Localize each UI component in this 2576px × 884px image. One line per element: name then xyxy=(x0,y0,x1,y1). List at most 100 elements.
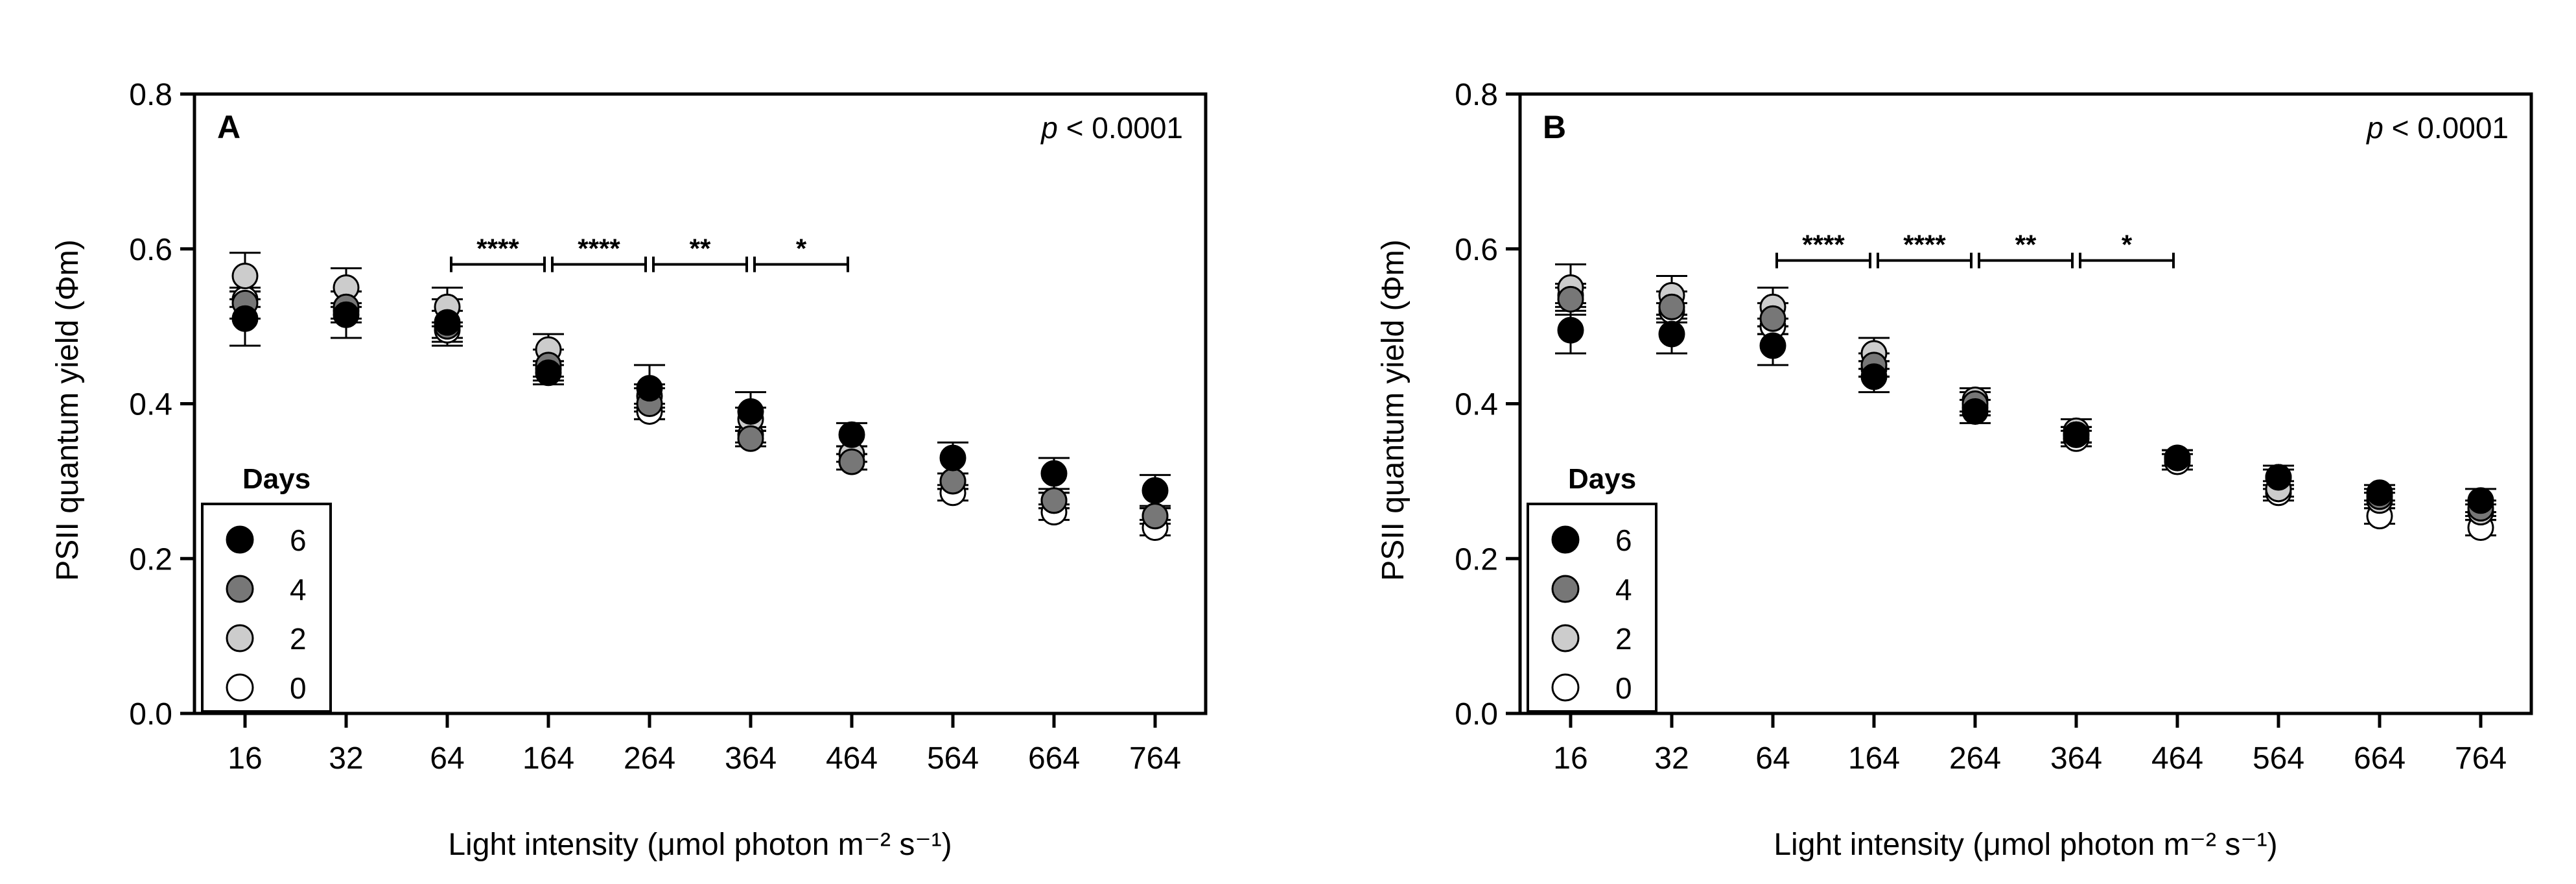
p-value-symbol: p xyxy=(1040,111,1058,145)
y-tick-label: 0.6 xyxy=(129,233,172,267)
significance-stars: **** xyxy=(1802,230,1845,260)
panel-letter: B xyxy=(1543,109,1566,145)
data-point-day-4 xyxy=(737,425,764,452)
data-point-day-6 xyxy=(1860,363,1888,390)
legend-marker-day-6 xyxy=(1551,525,1580,554)
data-point-day-6 xyxy=(939,444,966,472)
x-tick-label: 164 xyxy=(1848,741,1900,776)
y-tick-label: 0.0 xyxy=(129,697,172,732)
x-tick-label: 764 xyxy=(1129,741,1181,776)
x-tick-label: 464 xyxy=(2151,741,2203,776)
x-tick-label: 764 xyxy=(2455,741,2507,776)
legend-label: 0 xyxy=(290,671,307,705)
y-tick-label: 0.4 xyxy=(129,388,172,422)
legend-box xyxy=(1527,503,1657,713)
legend-label: 2 xyxy=(1615,622,1632,656)
x-tick-label: 16 xyxy=(228,741,262,776)
x-tick-label: 32 xyxy=(1654,741,1689,776)
data-point-day-4 xyxy=(838,448,865,475)
data-point-day-6 xyxy=(838,421,865,448)
data-point-day-6 xyxy=(1961,398,1989,425)
legend-label: 6 xyxy=(1615,523,1632,557)
data-point-day-6 xyxy=(636,375,663,402)
data-point-day-6 xyxy=(2366,479,2393,507)
panel-letter: A xyxy=(217,109,240,145)
data-point-day-4 xyxy=(939,468,966,495)
legend-label: 0 xyxy=(1615,671,1632,705)
p-value-annotation: p < 0.0001 xyxy=(1040,111,1183,145)
p-value-text: < 0.0001 xyxy=(2383,111,2509,145)
data-point-day-4 xyxy=(1759,305,1786,332)
data-point-day-2 xyxy=(231,263,259,290)
p-value-text: < 0.0001 xyxy=(1058,111,1183,145)
legend-label: 4 xyxy=(1615,573,1632,606)
significance-stars: **** xyxy=(578,233,620,264)
data-point-day-6 xyxy=(1658,320,1685,348)
legend-marker-day-0 xyxy=(226,673,254,702)
data-point-day-6 xyxy=(2265,464,2292,491)
legend-marker-day-6 xyxy=(226,525,254,554)
legend-marker-day-0 xyxy=(1551,673,1580,702)
significance-stars: **** xyxy=(1903,230,1946,260)
data-point-day-4 xyxy=(1557,285,1584,313)
legend-marker-day-4 xyxy=(1551,575,1580,603)
panel-b: 0.00.20.40.60.816 32 64 164 264 364 464 564 664 7… xyxy=(1376,78,2533,862)
y-tick-label: 0.4 xyxy=(1455,388,1498,422)
x-tick-label: 264 xyxy=(1949,741,2001,776)
x-axis-title: Light intensity (μmol photon m⁻² s⁻¹) xyxy=(1774,828,2277,862)
y-tick-label: 0.2 xyxy=(1455,542,1498,577)
y-axis-title: PSII quantum yield (Φm) xyxy=(1376,239,1411,580)
p-value-annotation: p < 0.0001 xyxy=(2365,111,2509,145)
panel-a: 0.00.20.40.60.816 32 64 164 264 364 464 564 664 7… xyxy=(51,78,1208,862)
x-tick-label: 164 xyxy=(522,741,574,776)
data-point-day-6 xyxy=(1142,477,1169,504)
legend-title: Days xyxy=(1568,463,1636,495)
data-point-day-6 xyxy=(2164,444,2191,472)
data-point-day-4 xyxy=(1040,487,1068,514)
x-tick-label: 32 xyxy=(329,741,363,776)
legend-label: 2 xyxy=(290,622,307,656)
data-point-day-6 xyxy=(1040,460,1068,487)
data-point-day-4 xyxy=(1658,293,1685,320)
x-tick-label: 564 xyxy=(2253,741,2304,776)
data-point-day-6 xyxy=(434,309,461,336)
x-tick-label: 464 xyxy=(826,741,878,776)
y-tick-label: 0.8 xyxy=(1455,78,1498,112)
x-tick-label: 16 xyxy=(1553,741,1587,776)
x-tick-label: 664 xyxy=(2354,741,2406,776)
x-tick-label: 564 xyxy=(927,741,979,776)
y-tick-label: 0.8 xyxy=(129,78,172,112)
x-axis-title: Light intensity (μmol photon m⁻² s⁻¹) xyxy=(448,828,952,862)
x-tick-label: 264 xyxy=(624,741,675,776)
p-value-symbol: p xyxy=(2365,111,2383,145)
significance-stars: ** xyxy=(2015,230,2037,260)
legend-title: Days xyxy=(242,463,310,495)
data-point-day-6 xyxy=(535,359,562,387)
significance-stars: * xyxy=(2122,230,2133,260)
y-tick-label: 0.6 xyxy=(1455,233,1498,267)
y-axis-title: PSII quantum yield (Φm) xyxy=(51,239,85,580)
data-point-day-6 xyxy=(2063,421,2090,448)
significance-stars: ** xyxy=(690,233,711,264)
x-tick-label: 364 xyxy=(2050,741,2102,776)
data-point-day-4 xyxy=(1142,503,1169,530)
data-point-day-6 xyxy=(333,301,360,328)
significance-stars: **** xyxy=(476,233,519,264)
legend-label: 6 xyxy=(290,523,307,557)
x-tick-label: 64 xyxy=(430,741,464,776)
y-tick-label: 0.0 xyxy=(1455,697,1498,732)
data-point-day-6 xyxy=(231,305,259,332)
data-point-day-6 xyxy=(737,398,764,425)
y-tick-label: 0.2 xyxy=(129,542,172,577)
significance-stars: * xyxy=(796,233,807,264)
legend-marker-day-4 xyxy=(226,575,254,603)
legend-label: 4 xyxy=(290,573,307,606)
legend-marker-day-2 xyxy=(226,624,254,652)
x-tick-label: 664 xyxy=(1028,741,1080,776)
x-tick-label: 364 xyxy=(725,741,777,776)
data-point-day-6 xyxy=(1759,332,1786,359)
x-tick-label: 64 xyxy=(1755,741,1790,776)
legend-box xyxy=(201,503,332,713)
data-point-day-6 xyxy=(2467,487,2494,514)
